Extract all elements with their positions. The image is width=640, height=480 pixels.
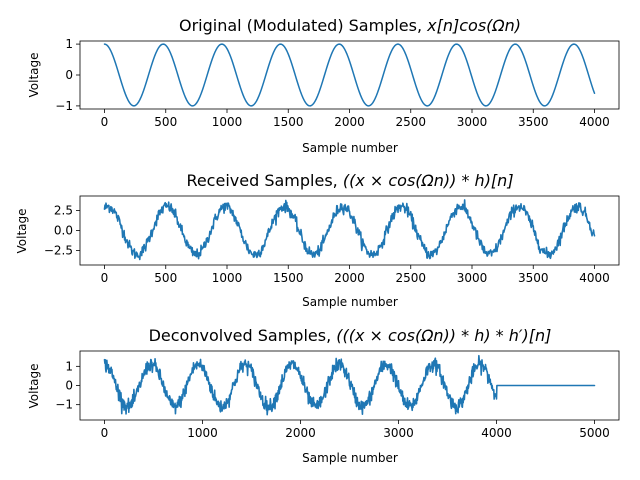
series-line	[103, 43, 596, 107]
plot-area	[103, 43, 596, 107]
plot-area	[103, 199, 596, 261]
x-tick-label: 2500	[395, 271, 426, 285]
x-tick-label: 4000	[481, 426, 512, 440]
plot-area	[103, 354, 596, 416]
chart-title-text: Received Samples,	[186, 171, 342, 190]
panel-deconvolved: Deconvolved Samples, (((x × cos(Ωn)) * h…	[27, 326, 620, 465]
x-ticks: 0 500 1000 1500 2000 2500 3000 3500 4000	[101, 265, 610, 285]
x-tick-label: 3500	[518, 271, 549, 285]
x-tick-label: 0	[101, 271, 109, 285]
x-ticks: 0 1000 2000 3000 4000 5000	[101, 420, 610, 440]
y-tick-label: −1	[55, 398, 73, 412]
y-axis-label: Voltage	[15, 208, 29, 253]
chart-title-text: Original (Modulated) Samples,	[179, 16, 427, 35]
x-tick-label: 2000	[334, 115, 365, 129]
y-axis-label: Voltage	[27, 363, 41, 408]
y-tick-label: 2.5	[54, 203, 73, 217]
y-tick-label: 0.0	[54, 224, 73, 238]
x-tick-label: 0	[101, 115, 109, 129]
panel-received: Received Samples, ((x × cos(Ωn)) * h)[n]…	[15, 171, 620, 309]
x-ticks: 0 500 1000 1500 2000 2500 3000 3500 4000	[101, 109, 610, 129]
x-tick-label: 3000	[383, 426, 414, 440]
x-tick-label: 1000	[187, 426, 218, 440]
chart-title: Deconvolved Samples, (((x × cos(Ωn)) * h…	[149, 326, 552, 345]
x-tick-label: 1500	[273, 115, 304, 129]
x-tick-label: 3000	[457, 271, 488, 285]
chart-title-math: x[n]cos(Ωn)	[426, 16, 521, 35]
y-ticks: 1 0 −1	[55, 37, 80, 113]
chart-title: Received Samples, ((x × cos(Ωn)) * h)[n]	[186, 171, 513, 190]
chart-title-math: ((x × cos(Ωn)) * h)[n]	[343, 171, 514, 190]
y-ticks: 2.5 0.0 −2.5	[44, 203, 80, 258]
y-tick-label: −1	[55, 99, 73, 113]
x-axis-label: Sample number	[302, 141, 398, 155]
x-tick-label: 2000	[334, 271, 365, 285]
x-tick-label: 3000	[457, 115, 488, 129]
x-axis-label: Sample number	[302, 295, 398, 309]
series-line	[103, 354, 596, 416]
x-tick-label: 4000	[579, 271, 610, 285]
x-tick-label: 2000	[285, 426, 316, 440]
y-ticks: 1 0 −1	[55, 359, 80, 412]
y-tick-label: 1	[65, 359, 73, 373]
x-tick-label: 500	[154, 271, 177, 285]
panel-original: Original (Modulated) Samples, x[n]cos(Ωn…	[27, 16, 620, 155]
y-tick-label: 1	[65, 37, 73, 51]
chart-title: Original (Modulated) Samples, x[n]cos(Ωn…	[179, 16, 521, 35]
y-tick-label: 0	[65, 68, 73, 82]
x-tick-label: 4000	[579, 115, 610, 129]
x-tick-label: 3500	[518, 115, 549, 129]
axes-frame	[79, 40, 620, 110]
y-tick-label: −2.5	[44, 244, 73, 258]
y-tick-label: 0	[65, 379, 73, 393]
x-axis-label: Sample number	[302, 451, 398, 465]
x-tick-label: 1500	[273, 271, 304, 285]
x-tick-label: 500	[154, 115, 177, 129]
axes-frame	[79, 195, 620, 266]
chart-title-math: (((x × cos(Ωn)) * h) * h′)[n]	[336, 326, 551, 345]
x-tick-label: 1000	[212, 271, 243, 285]
x-tick-label: 5000	[579, 426, 610, 440]
series-line	[103, 199, 596, 261]
chart-title-text: Deconvolved Samples,	[149, 326, 337, 345]
x-tick-label: 0	[101, 426, 109, 440]
axes-frame	[79, 350, 620, 421]
y-axis-label: Voltage	[27, 52, 41, 97]
x-tick-label: 2500	[395, 115, 426, 129]
x-tick-label: 1000	[212, 115, 243, 129]
